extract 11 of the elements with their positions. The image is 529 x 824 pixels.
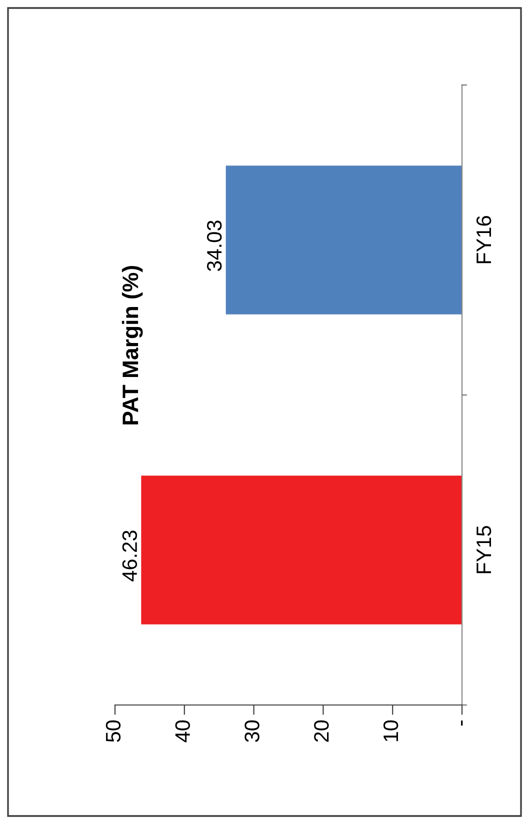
- y-tick-label: FY15: [476, 526, 492, 574]
- x-tick-label: -: [461, 720, 463, 726]
- data-label: 34.03: [206, 220, 222, 272]
- x-tick-label: 20: [314, 720, 329, 742]
- x-tick-label: 30: [244, 720, 260, 742]
- y-tick-label: FY16: [476, 216, 492, 264]
- x-tick-label: 50: [106, 720, 121, 742]
- text: PAT Margin (%): [122, 266, 143, 424]
- x-tick-label: 10: [383, 720, 398, 742]
- x-tick-label: 40: [175, 720, 190, 742]
- data-label: 46.23: [122, 530, 138, 582]
